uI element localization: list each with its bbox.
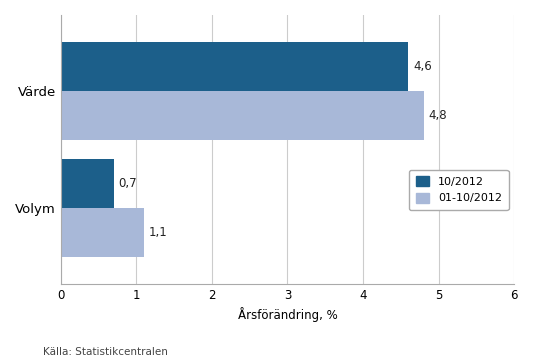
X-axis label: Årsförändring, %: Årsförändring, % xyxy=(238,308,337,322)
Bar xyxy=(61,159,114,208)
Text: 4,6: 4,6 xyxy=(413,60,432,73)
Legend: 10/2012, 01-10/2012: 10/2012, 01-10/2012 xyxy=(409,170,508,210)
Text: Källa: Statistikcentralen: Källa: Statistikcentralen xyxy=(43,348,167,358)
Text: 4,8: 4,8 xyxy=(428,109,447,122)
Bar xyxy=(61,91,424,140)
Text: 1,1: 1,1 xyxy=(148,226,167,239)
Text: 0,7: 0,7 xyxy=(118,177,136,190)
Bar xyxy=(61,42,408,91)
Bar xyxy=(61,208,144,257)
